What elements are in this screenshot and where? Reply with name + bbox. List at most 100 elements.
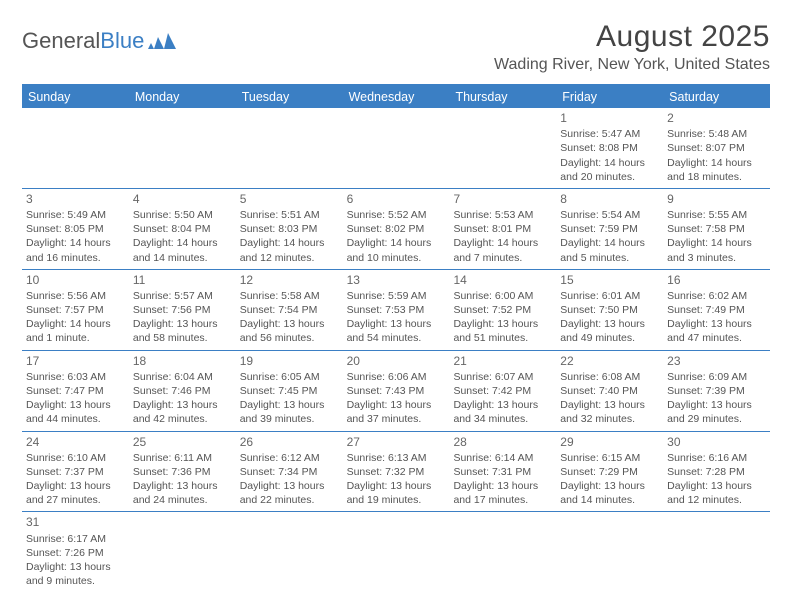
daylight-text: and 1 minute. — [26, 331, 125, 345]
calendar-cell-empty — [663, 512, 770, 592]
daylight-text: Daylight: 13 hours — [667, 317, 766, 331]
sunset-text: Sunset: 7:56 PM — [133, 303, 232, 317]
daylight-text: and 18 minutes. — [667, 170, 766, 184]
sunset-text: Sunset: 7:59 PM — [560, 222, 659, 236]
sunset-text: Sunset: 7:47 PM — [26, 384, 125, 398]
day-number: 10 — [26, 272, 125, 288]
sunset-text: Sunset: 8:05 PM — [26, 222, 125, 236]
day-number: 2 — [667, 110, 766, 126]
day-number: 11 — [133, 272, 232, 288]
week-row: 1Sunrise: 5:47 AMSunset: 8:08 PMDaylight… — [22, 108, 770, 189]
calendar-cell: 5Sunrise: 5:51 AMSunset: 8:03 PMDaylight… — [236, 189, 343, 269]
sunrise-text: Sunrise: 6:00 AM — [453, 289, 552, 303]
daylight-text: Daylight: 13 hours — [560, 479, 659, 493]
sunset-text: Sunset: 7:46 PM — [133, 384, 232, 398]
sunset-text: Sunset: 8:04 PM — [133, 222, 232, 236]
daylight-text: Daylight: 13 hours — [133, 479, 232, 493]
day-number: 20 — [347, 353, 446, 369]
daylight-text: and 42 minutes. — [133, 412, 232, 426]
calendar-cell-empty — [343, 512, 450, 592]
daylight-text: and 49 minutes. — [560, 331, 659, 345]
calendar-cell-empty — [129, 108, 236, 188]
calendar-cell: 7Sunrise: 5:53 AMSunset: 8:01 PMDaylight… — [449, 189, 556, 269]
sunset-text: Sunset: 8:08 PM — [560, 141, 659, 155]
week-row: 31Sunrise: 6:17 AMSunset: 7:26 PMDayligh… — [22, 512, 770, 592]
sunset-text: Sunset: 7:31 PM — [453, 465, 552, 479]
day-number: 6 — [347, 191, 446, 207]
calendar-cell: 15Sunrise: 6:01 AMSunset: 7:50 PMDayligh… — [556, 270, 663, 350]
daylight-text: Daylight: 13 hours — [667, 479, 766, 493]
sunrise-text: Sunrise: 6:12 AM — [240, 451, 339, 465]
calendar-cell: 26Sunrise: 6:12 AMSunset: 7:34 PMDayligh… — [236, 432, 343, 512]
day-header: Thursday — [449, 86, 556, 108]
daylight-text: Daylight: 13 hours — [26, 398, 125, 412]
daylight-text: Daylight: 13 hours — [453, 479, 552, 493]
calendar-cell-empty — [236, 108, 343, 188]
daylight-text: Daylight: 14 hours — [26, 236, 125, 250]
sunset-text: Sunset: 7:49 PM — [667, 303, 766, 317]
sunrise-text: Sunrise: 6:11 AM — [133, 451, 232, 465]
daylight-text: and 39 minutes. — [240, 412, 339, 426]
daylight-text: and 32 minutes. — [560, 412, 659, 426]
daylight-text: Daylight: 13 hours — [560, 317, 659, 331]
daylight-text: and 12 minutes. — [667, 493, 766, 507]
day-number: 29 — [560, 434, 659, 450]
calendar-cell: 22Sunrise: 6:08 AMSunset: 7:40 PMDayligh… — [556, 351, 663, 431]
day-number: 26 — [240, 434, 339, 450]
calendar-cell: 24Sunrise: 6:10 AMSunset: 7:37 PMDayligh… — [22, 432, 129, 512]
sunrise-text: Sunrise: 6:07 AM — [453, 370, 552, 384]
sunset-text: Sunset: 8:02 PM — [347, 222, 446, 236]
daylight-text: Daylight: 13 hours — [240, 398, 339, 412]
daylight-text: and 51 minutes. — [453, 331, 552, 345]
day-header: Tuesday — [236, 86, 343, 108]
day-header: Friday — [556, 86, 663, 108]
day-header-row: Sunday Monday Tuesday Wednesday Thursday… — [22, 86, 770, 108]
calendar-cell: 9Sunrise: 5:55 AMSunset: 7:58 PMDaylight… — [663, 189, 770, 269]
logo-text-2: Blue — [100, 28, 144, 54]
daylight-text: and 47 minutes. — [667, 331, 766, 345]
daylight-text: and 56 minutes. — [240, 331, 339, 345]
logo-text-1: General — [22, 28, 100, 54]
sunset-text: Sunset: 7:58 PM — [667, 222, 766, 236]
day-number: 13 — [347, 272, 446, 288]
day-number: 30 — [667, 434, 766, 450]
daylight-text: Daylight: 13 hours — [347, 479, 446, 493]
day-number: 23 — [667, 353, 766, 369]
daylight-text: and 12 minutes. — [240, 251, 339, 265]
day-header: Sunday — [22, 86, 129, 108]
daylight-text: and 5 minutes. — [560, 251, 659, 265]
sunset-text: Sunset: 7:39 PM — [667, 384, 766, 398]
sunrise-text: Sunrise: 5:51 AM — [240, 208, 339, 222]
calendar: Sunday Monday Tuesday Wednesday Thursday… — [22, 84, 770, 592]
day-number: 4 — [133, 191, 232, 207]
daylight-text: and 22 minutes. — [240, 493, 339, 507]
calendar-cell: 16Sunrise: 6:02 AMSunset: 7:49 PMDayligh… — [663, 270, 770, 350]
sunrise-text: Sunrise: 5:50 AM — [133, 208, 232, 222]
daylight-text: Daylight: 13 hours — [347, 398, 446, 412]
daylight-text: Daylight: 13 hours — [26, 560, 125, 574]
daylight-text: Daylight: 14 hours — [453, 236, 552, 250]
calendar-cell: 12Sunrise: 5:58 AMSunset: 7:54 PMDayligh… — [236, 270, 343, 350]
daylight-text: Daylight: 13 hours — [240, 479, 339, 493]
calendar-cell: 18Sunrise: 6:04 AMSunset: 7:46 PMDayligh… — [129, 351, 236, 431]
header: GeneralBlue August 2025 Wading River, Ne… — [22, 20, 770, 74]
daylight-text: and 14 minutes. — [560, 493, 659, 507]
title-block: August 2025 Wading River, New York, Unit… — [494, 20, 770, 74]
sunset-text: Sunset: 7:28 PM — [667, 465, 766, 479]
calendar-cell: 4Sunrise: 5:50 AMSunset: 8:04 PMDaylight… — [129, 189, 236, 269]
daylight-text: Daylight: 13 hours — [133, 317, 232, 331]
location: Wading River, New York, United States — [494, 56, 770, 74]
calendar-cell: 30Sunrise: 6:16 AMSunset: 7:28 PMDayligh… — [663, 432, 770, 512]
day-number: 7 — [453, 191, 552, 207]
calendar-cell: 13Sunrise: 5:59 AMSunset: 7:53 PMDayligh… — [343, 270, 450, 350]
sunrise-text: Sunrise: 6:15 AM — [560, 451, 659, 465]
day-number: 3 — [26, 191, 125, 207]
day-header: Wednesday — [343, 86, 450, 108]
day-number: 19 — [240, 353, 339, 369]
sunrise-text: Sunrise: 6:14 AM — [453, 451, 552, 465]
sunset-text: Sunset: 7:32 PM — [347, 465, 446, 479]
daylight-text: Daylight: 13 hours — [560, 398, 659, 412]
sunset-text: Sunset: 7:26 PM — [26, 546, 125, 560]
calendar-cell: 31Sunrise: 6:17 AMSunset: 7:26 PMDayligh… — [22, 512, 129, 592]
sunrise-text: Sunrise: 5:56 AM — [26, 289, 125, 303]
